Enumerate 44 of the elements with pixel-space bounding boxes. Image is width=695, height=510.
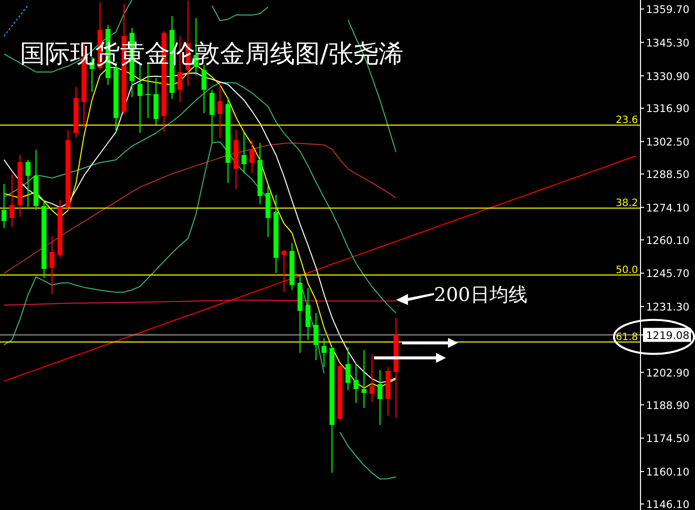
line-series — [4, 155, 636, 382]
candlestick — [26, 159, 30, 208]
line-series — [4, 82, 396, 314]
line-series — [4, 142, 396, 274]
y-tick-label: 1174.50 — [646, 433, 690, 446]
candlestick — [346, 346, 350, 390]
candlestick — [210, 89, 214, 144]
candlestick — [282, 250, 286, 292]
annotation: 61.8 — [616, 332, 638, 344]
candlestick — [10, 174, 14, 228]
candlestick — [250, 139, 254, 174]
y-tick-label: 1288.50 — [646, 169, 690, 182]
y-tick-label: 1245.70 — [646, 268, 690, 280]
y-tick-label: 1202.90 — [646, 367, 690, 380]
candlestick — [218, 82, 222, 139]
candlestick — [2, 183, 6, 229]
y-tick-label: 1231.30 — [646, 302, 690, 314]
y-tick-label: 1260.10 — [646, 234, 690, 247]
candlestick — [202, 64, 206, 114]
annotation: 23.6 — [616, 115, 638, 126]
candlestick — [314, 312, 318, 361]
y-tick-label: 1219.08 — [646, 330, 690, 342]
candlestick — [306, 288, 310, 340]
y-tick-label: 1345.30 — [646, 37, 690, 50]
y-tick-label: 1330.90 — [646, 70, 690, 83]
y-tick-label: 1302.50 — [646, 136, 690, 149]
y-tick-label: 1188.90 — [646, 400, 690, 412]
annotation: 38.2 — [616, 198, 638, 210]
candlestick — [354, 362, 358, 404]
y-tick-label: 1160.10 — [646, 466, 690, 479]
candlestick — [378, 370, 382, 426]
y-tick-label: 1316.90 — [646, 103, 690, 116]
y-tick-label: 1146.10 — [646, 498, 690, 510]
annotation: 200日均线 — [434, 284, 528, 306]
candlestick — [50, 235, 54, 295]
candlestick — [362, 350, 366, 409]
candlestick — [242, 132, 246, 174]
candlestick — [370, 354, 374, 403]
line-series — [4, 4, 28, 37]
y-tick-label: 1274.10 — [646, 202, 690, 214]
y-tick-label: 1359.70 — [646, 4, 690, 16]
candlestick — [146, 62, 150, 118]
annotation: 50.0 — [616, 265, 638, 276]
candlestick — [322, 338, 326, 368]
